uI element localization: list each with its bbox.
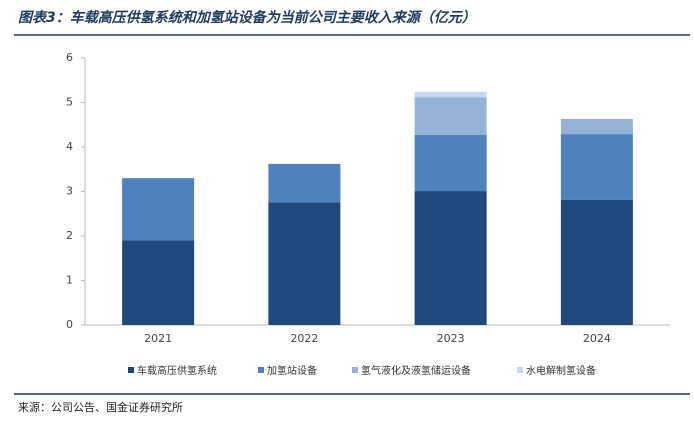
bar-segment: [414, 191, 487, 325]
legend-label: 车载高压供氢系统: [137, 364, 217, 377]
bar-segment: [268, 163, 341, 203]
y-tick-label: 1: [66, 274, 73, 287]
legend-swatch: [128, 367, 134, 373]
y-tick-label: 4: [66, 140, 73, 153]
x-tick-label: 2022: [290, 332, 318, 345]
legend-swatch: [352, 367, 358, 373]
bar-segment: [560, 118, 633, 135]
source: 来源：公司公告、国金证券研究所: [18, 400, 183, 414]
bar-segment: [122, 178, 195, 241]
legend-label: 加氢站设备: [267, 364, 317, 377]
bar-segment: [414, 97, 487, 135]
bar-segment: [268, 202, 341, 325]
x-tick-label: 2024: [583, 332, 611, 345]
bar-segment: [122, 240, 195, 325]
x-tick-label: 2021: [144, 332, 172, 345]
bar-segment: [414, 91, 487, 98]
y-tick-label: 5: [66, 96, 73, 109]
legend-label: 水电解制氢设备: [526, 364, 596, 377]
legend-swatch: [258, 367, 264, 373]
bar-segment: [414, 134, 487, 192]
y-tick-label: 0: [66, 318, 73, 331]
legend-label: 氢气液化及液氢储运设备: [361, 364, 471, 377]
y-tick-label: 6: [66, 51, 73, 64]
y-tick-label: 3: [66, 185, 73, 198]
bar-segment: [560, 199, 633, 325]
chart-title: 图表3：车载高压供氢系统和加氢站设备为当前公司主要收入来源（亿元）: [18, 9, 476, 26]
x-tick-label: 2023: [437, 332, 465, 345]
y-tick-label: 2: [66, 229, 73, 242]
legend-swatch: [517, 367, 523, 373]
bar-segment: [560, 134, 633, 200]
